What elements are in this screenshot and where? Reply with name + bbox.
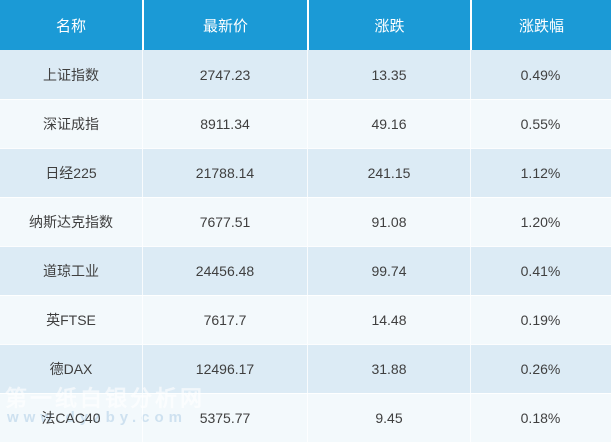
table-row[interactable]: 德DAX 12496.17 31.88 0.26% bbox=[0, 344, 611, 393]
table-cell: 0.41% bbox=[520, 263, 561, 279]
table-cell: 1.12% bbox=[520, 165, 561, 181]
table-cell: 14.48 bbox=[308, 296, 471, 344]
table-cell: 99.74 bbox=[308, 247, 471, 295]
table-cell: 0.18% bbox=[520, 410, 561, 426]
table-cell: 0.55% bbox=[520, 116, 561, 132]
table-cell: 道琼工业 bbox=[0, 247, 143, 295]
table-cell: 24456.48 bbox=[143, 247, 308, 295]
table-cell: 法CAC40 bbox=[0, 394, 143, 442]
table-cell: 241.15 bbox=[308, 149, 471, 197]
table-row[interactable]: 道琼工业 24456.48 99.74 0.41% bbox=[0, 246, 611, 295]
table-cell: 5375.77 bbox=[143, 394, 308, 442]
table-cell: 0.49% bbox=[520, 66, 561, 83]
table-row[interactable]: 日经225 21788.14 241.15 1.12% bbox=[0, 148, 611, 197]
table-cell: 7617.7 bbox=[143, 296, 308, 344]
table-cell: 0.26% bbox=[520, 361, 561, 377]
table-cell: 2747.23 bbox=[143, 50, 308, 99]
table-row[interactable]: 上证指数 2747.23 13.35 0.49% bbox=[0, 50, 611, 99]
table-cell: 纳斯达克指数 bbox=[0, 198, 143, 246]
table-cell: 12496.17 bbox=[143, 345, 308, 393]
table-row[interactable]: 法CAC40 5375.77 9.45 0.18% bbox=[0, 393, 611, 442]
table-cell: 上证指数 bbox=[0, 50, 143, 99]
table-cell: 英FTSE bbox=[0, 296, 143, 344]
table-cell: 8911.34 bbox=[143, 100, 308, 148]
table-row[interactable]: 英FTSE 7617.7 14.48 0.19% bbox=[0, 295, 611, 344]
watermark-site-url: www.dyzby.com bbox=[7, 409, 188, 426]
table-cell: 21788.14 bbox=[143, 149, 308, 197]
table-cell: 91.08 bbox=[308, 198, 471, 246]
table-row[interactable]: 纳斯达克指数 7677.51 91.08 1.20% bbox=[0, 197, 611, 246]
table-row[interactable]: 深证成指 8911.34 49.16 0.55% bbox=[0, 99, 611, 148]
header-cell: 名称 bbox=[0, 0, 144, 50]
table-cell: 31.88 bbox=[308, 345, 471, 393]
table-cell: 1.20% bbox=[520, 214, 561, 230]
table-cell: 13.35 bbox=[308, 50, 471, 99]
table-body: 上证指数 2747.23 13.35 0.49% 深证成指 8911.34 49.16 0.5… bbox=[0, 50, 611, 442]
watermark-site-name: 第一纸白银分析网 bbox=[5, 386, 206, 411]
table-header-row: 名称 最新价 涨跌 涨跌幅 bbox=[0, 0, 611, 50]
table-cell: 日经225 bbox=[0, 149, 143, 197]
header-cell: 最新价 bbox=[144, 0, 309, 50]
table-cell: 德DAX bbox=[0, 345, 143, 393]
header-cell: 涨跌幅 bbox=[518, 17, 564, 35]
table-cell: 深证成指 bbox=[0, 100, 143, 148]
table-cell: 0.19% bbox=[520, 312, 561, 328]
header-cell: 涨跌 bbox=[309, 0, 472, 50]
table-cell: 9.45 bbox=[308, 394, 471, 442]
table-cell: 49.16 bbox=[308, 100, 471, 148]
table-cell: 7677.51 bbox=[143, 198, 308, 246]
